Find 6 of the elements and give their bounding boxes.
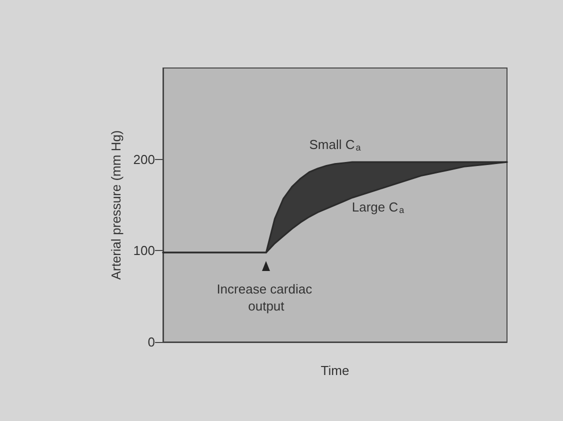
y-axis-title: Arterial pressure (mm Hg) [108,130,124,280]
x-axis-title: Time [320,363,350,378]
annotation: Increase cardiac output [216,281,316,314]
y-tick-label: 200 [133,152,155,167]
y-tick-label: 0 [148,334,155,350]
y-tick-label: 100 [133,243,155,258]
